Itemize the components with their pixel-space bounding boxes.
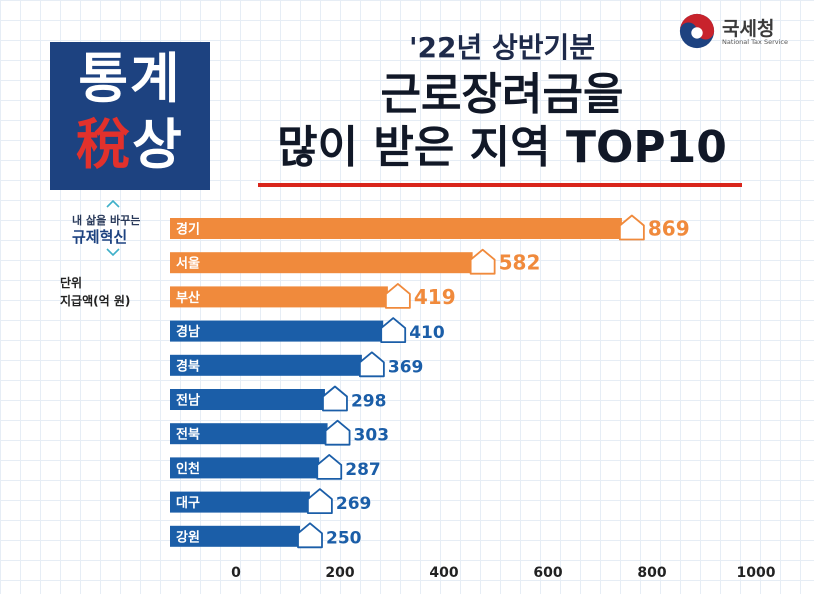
category-label-5: 경북 bbox=[176, 358, 200, 374]
bar-8 bbox=[170, 457, 320, 479]
house-icon-6 bbox=[322, 385, 348, 412]
house-icon-5 bbox=[358, 351, 385, 378]
bar-2 bbox=[170, 252, 473, 274]
bar-9 bbox=[170, 491, 310, 513]
bar-1 bbox=[170, 218, 622, 239]
bar-6 bbox=[170, 389, 325, 410]
house-icon-4 bbox=[380, 317, 407, 343]
x-tick-label-5: 800 bbox=[637, 565, 666, 581]
category-label-2: 서울 bbox=[176, 256, 200, 272]
bar-3 bbox=[170, 286, 388, 308]
title-line2: 많이 받은 지역 TOP10 bbox=[277, 122, 727, 173]
chevron-down-icon bbox=[106, 248, 120, 256]
agency-logo: 국세청 National Tax Service bbox=[678, 12, 808, 52]
value-label-1: 869 bbox=[648, 217, 690, 241]
x-tick-label-3: 400 bbox=[429, 565, 458, 581]
campaign-mark: 내 삶을 바꾸는 규제혁신 bbox=[60, 198, 170, 260]
badge-line2-rest: 상 bbox=[132, 113, 184, 176]
badge-line1: 통계 bbox=[78, 47, 182, 110]
value-label-10: 250 bbox=[326, 528, 362, 548]
house-icon-8 bbox=[316, 454, 343, 480]
title-period: '22년 상반기분 bbox=[408, 31, 596, 64]
unit-note: 단위 지급액(억 원) bbox=[60, 274, 130, 310]
house-icon-3 bbox=[384, 283, 411, 309]
value-label-6: 298 bbox=[351, 392, 387, 412]
category-label-8: 인천 bbox=[176, 461, 200, 477]
x-tick-label-4: 600 bbox=[533, 565, 562, 581]
category-label-3: 부산 bbox=[176, 290, 200, 306]
value-label-7: 303 bbox=[354, 426, 390, 446]
campaign-line2: 규제혁신 bbox=[72, 228, 128, 246]
house-icon-2 bbox=[469, 248, 496, 275]
title-block: '22년 상반기분 근로장려금을 많이 받은 지역 TOP10 bbox=[232, 30, 772, 174]
x-tick-label-2: 200 bbox=[325, 565, 354, 581]
badge-line2: 稅상 bbox=[50, 114, 210, 176]
title-underline bbox=[258, 183, 742, 187]
value-label-2: 582 bbox=[499, 251, 541, 275]
bar-chart: 경기 869 서울 582 부산 419 경남 410 경북 369 전남 298 전북 303 인천 287… bbox=[170, 214, 776, 581]
house-icon-1 bbox=[618, 214, 645, 241]
value-label-4: 410 bbox=[409, 323, 445, 343]
campaign-line1: 내 삶을 바꾸는 bbox=[72, 214, 141, 227]
agency-name-en: National Tax Service bbox=[722, 38, 788, 46]
value-label-9: 269 bbox=[336, 494, 372, 514]
house-icon-9 bbox=[306, 488, 333, 514]
value-label-3: 419 bbox=[414, 285, 456, 309]
bar-4 bbox=[170, 320, 384, 342]
title-line1: 근로장려금을 bbox=[380, 69, 624, 120]
taeguk-logo-icon bbox=[679, 13, 715, 49]
unit-label: 단위 bbox=[60, 276, 83, 290]
category-label-4: 경남 bbox=[176, 324, 200, 340]
house-icon-10 bbox=[297, 522, 323, 549]
house-icon-7 bbox=[324, 419, 351, 446]
category-label-9: 대구 bbox=[176, 496, 200, 511]
category-label-7: 전북 bbox=[176, 427, 200, 443]
agency-name: 국세청 bbox=[722, 18, 775, 40]
chevron-up-icon bbox=[106, 200, 120, 208]
x-tick-label-6: 1000 bbox=[737, 565, 776, 581]
category-label-1: 경기 bbox=[176, 222, 200, 238]
bar-7 bbox=[170, 423, 328, 445]
x-tick-label-1: 0 bbox=[231, 565, 241, 581]
badge-tax-char: 稅 bbox=[76, 113, 133, 176]
unit-value: 지급액(억 원) bbox=[60, 294, 131, 308]
value-label-8: 287 bbox=[345, 460, 381, 480]
category-label-10: 강원 bbox=[176, 529, 200, 545]
series-badge: 통계 稅상 bbox=[50, 42, 210, 190]
category-label-6: 전남 bbox=[176, 393, 200, 409]
bar-5 bbox=[170, 354, 362, 376]
bar-10 bbox=[170, 525, 300, 547]
value-label-5: 369 bbox=[388, 357, 424, 377]
